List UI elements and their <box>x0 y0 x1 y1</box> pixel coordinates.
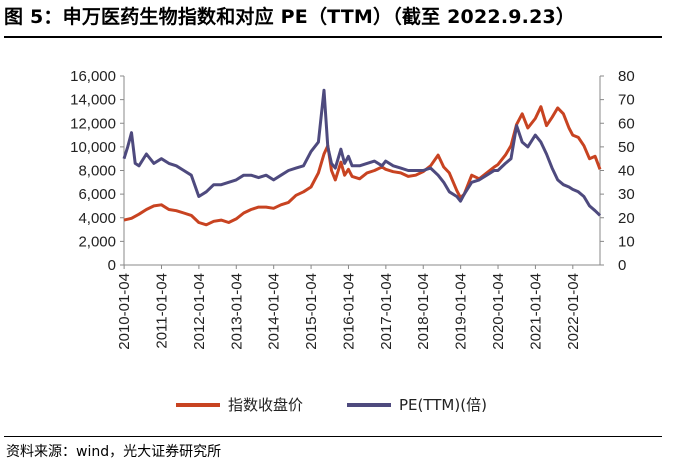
y-left-tick-label: 2,000 <box>78 233 116 250</box>
source-note: 资料来源：wind，光大证券研究所 <box>6 444 222 460</box>
x-tick-label: 2016-01-04 <box>340 273 357 350</box>
y-right-tick-label: 0 <box>618 257 626 274</box>
y-right-tick-label: 40 <box>618 163 635 180</box>
series-line-index-close <box>123 105 602 227</box>
title-divider <box>4 36 662 38</box>
legend-item-index-close: 指数收盘价 <box>176 396 303 414</box>
y-left-tick-label: 14,000 <box>70 92 116 109</box>
x-tick-label: 2021-01-04 <box>527 273 544 350</box>
legend-item-pe-ttm: PE(TTM)(倍) <box>347 396 487 414</box>
x-tick-label: 2011-01-04 <box>154 273 171 349</box>
y-right-tick-label: 70 <box>618 92 635 109</box>
y-left-tick-label: 10,000 <box>70 139 116 156</box>
legend-label: PE(TTM)(倍) <box>399 396 487 414</box>
source-divider <box>4 436 662 437</box>
x-tick-label: 2020-01-04 <box>490 273 507 350</box>
x-tick-label: 2012-01-04 <box>191 273 208 350</box>
y-left-tick-label: 0 <box>108 257 116 274</box>
chart-title: 图 5：申万医药生物指数和对应 PE（TTM）（截至 2022.9.23） <box>4 6 576 28</box>
x-tick-label: 2022-01-04 <box>565 273 582 350</box>
x-tick-label: 2018-01-04 <box>415 273 432 350</box>
y-left-tick-label: 12,000 <box>70 115 116 132</box>
x-tick-label: 2013-01-04 <box>228 273 245 350</box>
y-right-tick-label: 60 <box>618 115 635 132</box>
y-right-tick-label: 10 <box>618 233 635 250</box>
axes-group: 0 2,000 4,000 6,000 8,000 10,000 12,000 14,000 1… <box>70 68 635 350</box>
y-right-tick-label: 50 <box>618 139 635 156</box>
legend: 指数收盘价 PE(TTM)(倍) <box>176 396 487 414</box>
x-tick-label: 2015-01-04 <box>303 273 320 350</box>
y-right-tick-label: 80 <box>618 68 635 85</box>
y-right-tick-label: 30 <box>618 186 635 203</box>
series-group <box>122 88 602 227</box>
x-tick-label: 2017-01-04 <box>378 273 395 350</box>
y-left-tick-label: 16,000 <box>70 68 116 85</box>
x-tick-label: 2019-01-04 <box>453 273 470 350</box>
x-tick-label: 2014-01-04 <box>266 273 283 350</box>
y-left-tick-label: 8,000 <box>78 163 116 180</box>
legend-label: 指数收盘价 <box>228 396 303 414</box>
x-tick-label: 2010-01-04 <box>116 273 133 350</box>
series-line-pe-ttm <box>122 88 602 217</box>
y-left-tick-label: 6,000 <box>78 186 116 203</box>
y-right-tick-label: 20 <box>618 210 635 227</box>
y-left-tick-label: 4,000 <box>78 210 116 227</box>
